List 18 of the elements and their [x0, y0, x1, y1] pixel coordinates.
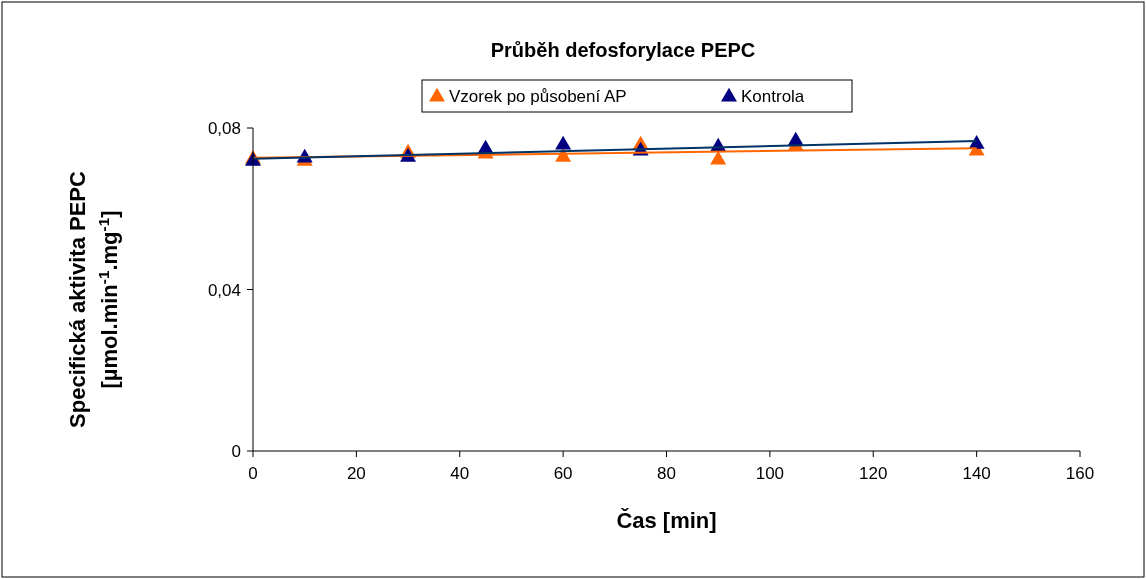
x-tick-label: 140: [962, 464, 991, 483]
y-tick-label: 0: [231, 442, 241, 461]
legend-label: Kontrola: [741, 87, 805, 106]
y-tick-label: 0,04: [207, 280, 241, 300]
point: [710, 150, 727, 165]
x-tick-label: 60: [553, 464, 573, 483]
x-tick-label: 120: [859, 464, 888, 483]
x-tick-label: 160: [1065, 464, 1095, 483]
x-tick-label: 0: [248, 464, 258, 483]
x-axis-title: Čas [min]: [616, 508, 717, 533]
x-tick-label: 80: [657, 464, 676, 483]
x-tick-label: 20: [346, 464, 366, 483]
legend-label: Vzorek po působení AP: [449, 87, 627, 106]
y-tick-label: 0,08: [207, 119, 241, 138]
chart-title: Průběh defosforylace PEPC: [490, 39, 756, 61]
point: [555, 135, 572, 150]
x-tick-label: 40: [450, 464, 470, 483]
x-tick-label: 100: [755, 464, 785, 483]
